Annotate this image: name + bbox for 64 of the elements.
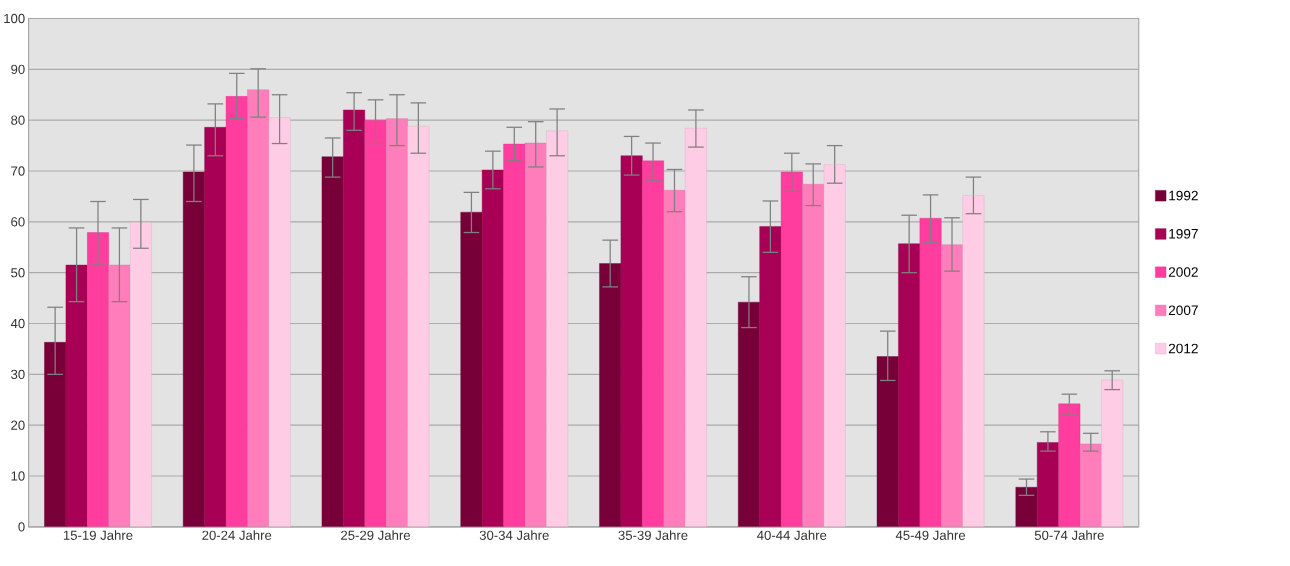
- bar: [663, 190, 686, 527]
- bar: [599, 263, 622, 527]
- bar: [204, 127, 227, 527]
- legend-label: 2007: [1168, 305, 1198, 316]
- bar: [524, 142, 547, 527]
- y-tick-label: 50: [11, 268, 25, 278]
- x-tick-label: 20-24 Jahre: [202, 530, 272, 541]
- bar: [225, 96, 248, 527]
- bar: [876, 356, 899, 527]
- bar: [481, 169, 504, 527]
- bar: [407, 126, 430, 527]
- bar: [182, 171, 205, 527]
- legend-label: 2002: [1168, 267, 1198, 277]
- y-tick-label: 70: [11, 166, 25, 176]
- bar: [247, 89, 270, 527]
- y-tick-label: 40: [10, 318, 25, 329]
- bar: [65, 264, 88, 527]
- bar: [684, 128, 707, 527]
- x-tick-label: 40-44 Jahre: [757, 530, 827, 541]
- x-tick-label: 45-49 Jahre: [895, 530, 966, 541]
- x-tick-label: 35-39 Jahre: [618, 530, 688, 541]
- y-tick-label: 0: [18, 522, 25, 532]
- bar: [108, 264, 131, 527]
- x-tick-label: 50-74 Jahre: [1034, 530, 1104, 541]
- bar: [1015, 487, 1038, 527]
- bar: [343, 109, 366, 527]
- bar: [759, 226, 782, 527]
- y-tick-label: 100: [4, 13, 25, 24]
- bar: [129, 222, 152, 527]
- bar: [364, 120, 387, 527]
- bar: [941, 244, 963, 527]
- y-tick-label: 60: [11, 217, 25, 227]
- y-tick-label: 10: [11, 471, 25, 481]
- bar: [321, 156, 344, 527]
- bar: [1101, 379, 1124, 527]
- y-tick-label: 80: [11, 115, 25, 125]
- bar: [1058, 403, 1081, 527]
- x-tick-label: 30-34 Jahre: [479, 530, 549, 541]
- bar: [823, 164, 846, 527]
- bar: [546, 130, 569, 527]
- x-tick-label: 15-19 Jahre: [63, 530, 133, 541]
- bar: [738, 302, 760, 527]
- bar: [268, 117, 291, 527]
- bar: [503, 143, 526, 527]
- bar: [802, 184, 825, 527]
- bar: [44, 342, 67, 527]
- bar: [962, 195, 985, 527]
- legend-label: 1992: [1169, 190, 1198, 201]
- bar: [386, 118, 408, 527]
- bar: [87, 232, 109, 527]
- y-tick-label: 20: [11, 420, 25, 430]
- bar: [919, 218, 942, 527]
- bar: [1037, 442, 1059, 527]
- bar: [460, 212, 483, 527]
- legend-label: 2012: [1168, 343, 1198, 354]
- legend-label: 1997: [1169, 229, 1198, 239]
- bar: [620, 155, 643, 527]
- y-tick-label: 30: [11, 369, 25, 380]
- bar: [642, 160, 664, 527]
- bar: [780, 171, 803, 527]
- bar: [1079, 443, 1102, 527]
- bar: [898, 243, 921, 527]
- x-tick-label: 25-29 Jahre: [341, 530, 410, 541]
- y-tick-label: 90: [11, 64, 25, 75]
